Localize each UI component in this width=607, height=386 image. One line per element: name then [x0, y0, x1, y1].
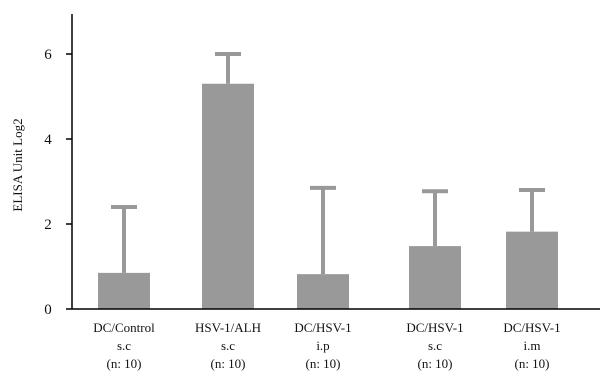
y-tick-label: 0: [44, 302, 52, 318]
y-tick-label: 2: [44, 217, 52, 233]
bar: [202, 83, 254, 309]
y-axis-title: ELISA Unit Log2: [10, 118, 25, 211]
x-category-label: DC/HSV-1 i.m (n: 10): [503, 320, 560, 371]
x-category-label: DC/HSV-1 s.c (n: 10): [406, 320, 463, 371]
y-tick-label: 4: [44, 132, 52, 148]
y-ticks: 0 2 4 6: [44, 47, 72, 318]
bar: [506, 231, 558, 309]
bar: [409, 246, 461, 309]
y-tick-label: 6: [44, 47, 52, 63]
axes: [71, 14, 600, 310]
error-bars: [111, 52, 545, 275]
x-category-label: HSV-1/ALH s.c (n: 10): [195, 320, 261, 371]
bar: [297, 274, 349, 309]
x-category-labels: DC/Control s.c (n: 10) HSV-1/ALH s.c (n: 10) D…: [93, 320, 560, 371]
x-category-label: DC/Control s.c (n: 10): [93, 320, 155, 371]
bar: [98, 272, 150, 309]
x-category-label: DC/HSV-1 i.p (n: 10): [294, 320, 351, 371]
bars: [98, 83, 558, 309]
